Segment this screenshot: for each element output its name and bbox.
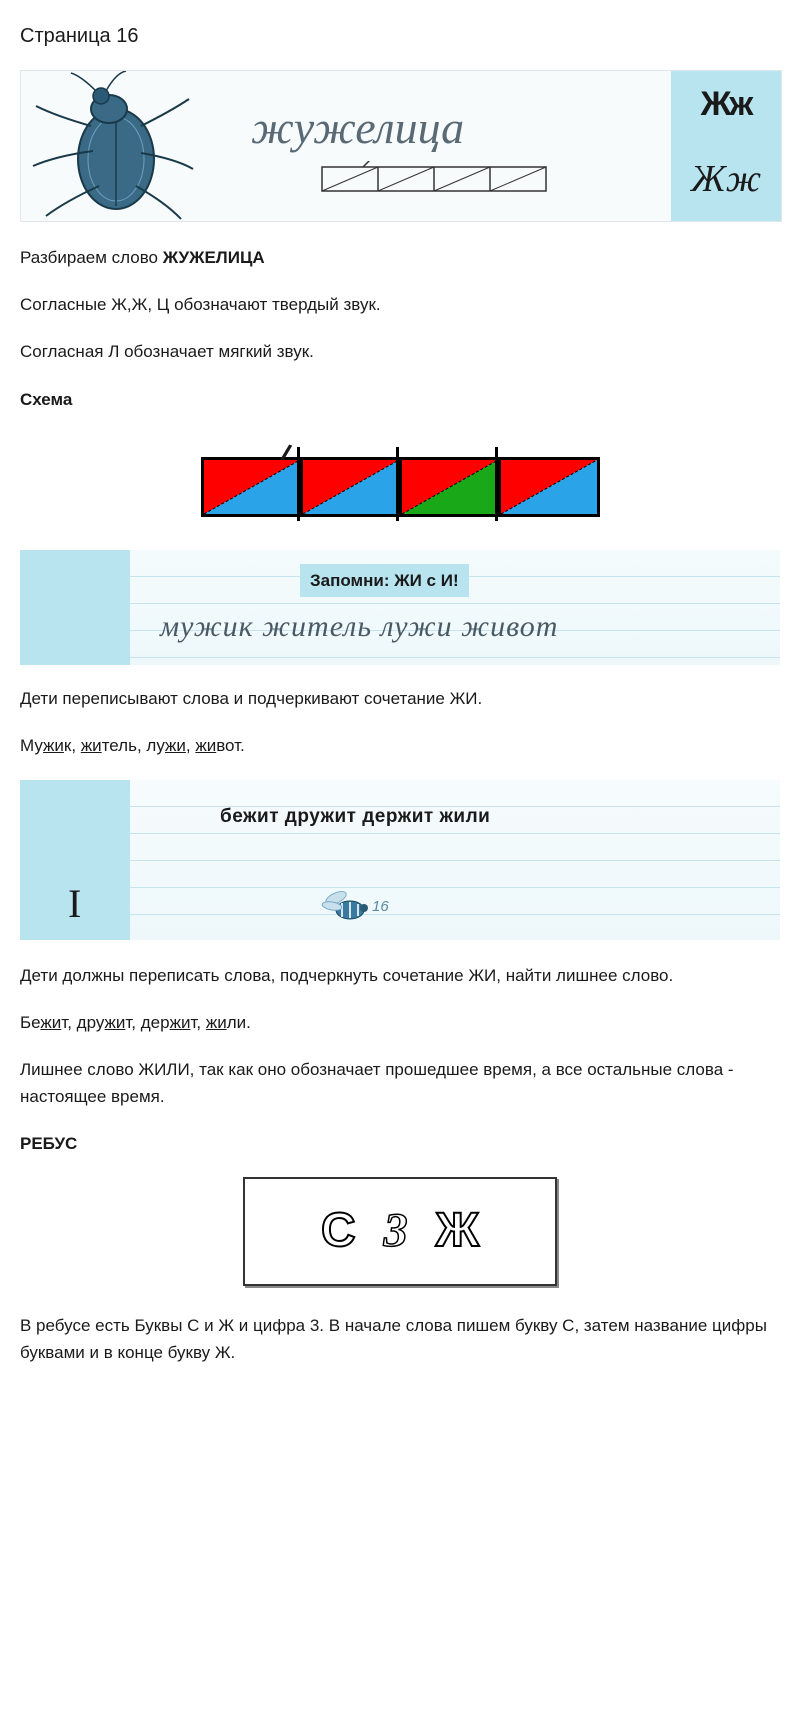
odd-task-explanation: Лишнее слово ЖИЛИ, так как оно обозначае… [20,1056,780,1110]
page-title: Страница 16 [20,20,780,52]
text-fragment: ли. [227,1013,251,1032]
print-words-line: бежит дружит держит жили [220,802,490,832]
underlined-syllable: жи [43,736,64,755]
rebus-explanation: В ребусе есть Буквы С и Ж и цифра 3. В н… [20,1312,780,1366]
text-fragment: т, [190,1013,205,1032]
bee-icon [320,886,370,926]
odd-task-sentence: Дети должны переписать слова, подчеркнут… [20,962,780,989]
text-fragment: Му [20,736,43,755]
analysis-line2: Согласная Л обозначает мягкий звук. [20,338,780,365]
schema-separator [495,447,498,521]
schema-cell [399,460,498,514]
copy-task-sentence: Дети переписывают слова и подчеркивают с… [20,685,780,712]
rebus-glyph: С [321,1193,356,1270]
rule-cursive-words: мужик житель лужи живот [20,603,780,651]
underlined-syllable: жи [81,736,102,755]
underlined-syllable: жи [40,1013,61,1032]
schema-separator [396,447,399,521]
words-strip: I бежит дружит держит жили 16 [20,780,780,940]
rebus-label: РЕБУС [20,1130,780,1157]
analysis-intro: Разбираем слово ЖУЖЕЛИЦА [20,244,780,271]
page-number: 16 [372,895,389,919]
text-fragment: т, дру [61,1013,104,1032]
text-fragment: , [186,736,195,755]
schema-diagram: / [20,433,780,522]
header-cursive-word: жужелица [251,91,464,165]
schema-separator [297,447,300,521]
rule-highlight: Запомни: ЖИ с И! [300,564,469,597]
schema-label: Схема [20,386,780,413]
schema-cell [300,460,399,514]
odd-task-words: Бежит, дружит, держит, жили. [20,1009,780,1036]
text-fragment: вот. [216,736,245,755]
header-syllable-boxes [321,161,551,197]
underlined-syllable: жи [195,736,216,755]
copy-task-words: Мужик, житель, лужи, живот. [20,732,780,759]
underlined-syllable: жи [105,1013,126,1032]
text-fragment: к, [64,736,81,755]
underlined-syllable: жи [165,736,186,755]
rebus-glyph: Ж [436,1193,479,1270]
print-letter-zh: Жж [671,77,781,131]
analysis-line1: Согласные Ж,Ж, Ц обозначают твердый звук… [20,291,780,318]
text-fragment: Бе [20,1013,40,1032]
schema-cell [204,460,300,514]
i-beam-symbol: I [68,872,81,936]
cursive-letter-zh: Жж [671,149,781,210]
rebus-box: С3Ж [243,1177,557,1286]
beetle-illustration [21,71,201,221]
letter-sample-box: Жж Жж [671,71,781,221]
workbook-header-strip: жужелица Жж Жж [20,70,782,222]
rule-strip: Запомни: ЖИ с И! мужик житель лужи живот [20,550,780,665]
text-fragment: т, дер [125,1013,169,1032]
schema-cell [498,460,597,514]
underlined-syllable: жи [170,1013,191,1032]
text-fragment: тель, лу [102,736,165,755]
underlined-syllable: жи [206,1013,227,1032]
rebus-glyph: 3 [384,1193,408,1270]
